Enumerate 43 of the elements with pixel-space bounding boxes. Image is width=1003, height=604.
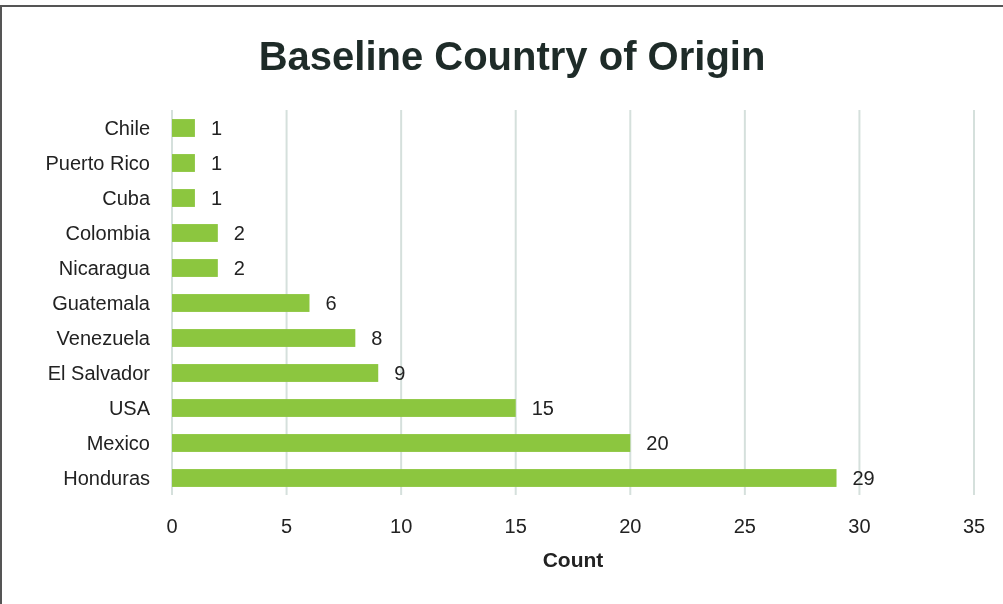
y-tick-label: El Salvador <box>47 362 151 384</box>
x-tick-label: 10 <box>390 515 413 537</box>
bar <box>172 399 516 417</box>
y-tick-label: Mexico <box>86 432 150 454</box>
x-tick-label: 20 <box>619 515 642 537</box>
y-tick-label: Nicaragua <box>58 257 151 279</box>
data-label: 29 <box>852 467 875 489</box>
data-label: 1 <box>210 152 223 174</box>
x-tick-label: 25 <box>733 515 756 537</box>
x-tick-label: 0 <box>166 515 178 537</box>
data-label: 1 <box>210 117 223 139</box>
data-label: 1 <box>210 187 223 209</box>
data-label: 9 <box>394 362 406 384</box>
bar <box>172 434 631 452</box>
data-label: 2 <box>233 222 245 244</box>
x-tick-label: 30 <box>848 515 871 537</box>
data-label: 15 <box>531 397 554 419</box>
x-tick-label: 5 <box>281 515 293 537</box>
x-axis-title: Count <box>542 548 604 571</box>
x-tick-label: 15 <box>504 515 527 537</box>
x-tick-label: 35 <box>962 515 986 537</box>
bar <box>172 364 379 382</box>
y-tick-label: Venezuela <box>56 327 151 349</box>
data-label: 2 <box>233 257 245 279</box>
y-tick-label: Chile <box>104 117 150 139</box>
y-tick-label: Puerto Rico <box>45 152 150 174</box>
bar <box>172 469 837 487</box>
bar <box>172 119 195 137</box>
y-tick-label: Honduras <box>63 467 150 489</box>
bar <box>172 294 310 312</box>
chart-title: Baseline Country of Origin <box>258 34 766 78</box>
y-tick-label: Colombia <box>65 222 151 244</box>
bar <box>172 259 218 277</box>
bar <box>172 154 195 172</box>
y-tick-label: Cuba <box>102 187 151 209</box>
data-label: 8 <box>371 327 383 349</box>
data-label: 20 <box>646 432 669 454</box>
y-tick-label: Guatemala <box>52 292 151 314</box>
data-label: 6 <box>325 292 337 314</box>
bar <box>172 329 356 347</box>
y-tick-label: USA <box>108 397 151 419</box>
bar <box>172 189 195 207</box>
bar <box>172 224 218 242</box>
